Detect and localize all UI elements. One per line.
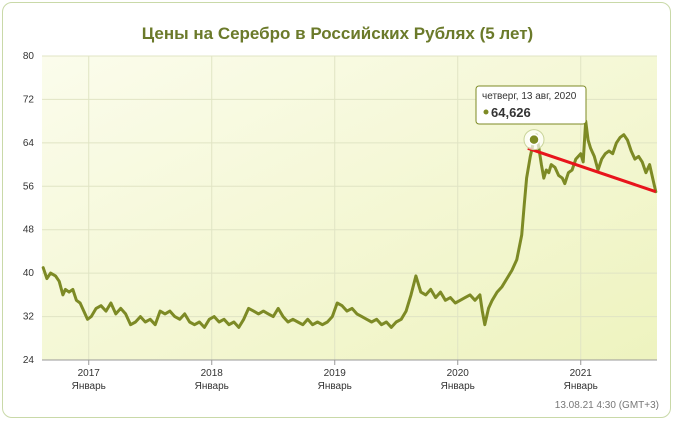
x-tick-month: Январь <box>195 381 229 392</box>
y-tick-label: 32 <box>23 312 35 323</box>
y-tick-label: 64 <box>23 138 35 149</box>
x-tick-year: 2017 <box>78 368 101 379</box>
x-tick-year: 2021 <box>570 368 593 379</box>
x-tick-month: Январь <box>318 381 352 392</box>
y-tick-label: 56 <box>23 181 35 192</box>
x-tick-year: 2018 <box>201 368 224 379</box>
chart-title: Цены на Серебро в Российских Рублях (5 л… <box>141 24 534 43</box>
timestamp: 13.08.21 4:30 (GMT+3) <box>554 400 659 411</box>
trend-line <box>527 146 657 194</box>
y-tick-label: 48 <box>23 225 35 236</box>
x-tick-month: Январь <box>441 381 475 392</box>
tooltip: четверг, 13 авг, 2020 64,626 <box>475 85 587 125</box>
y-tick-label: 24 <box>23 355 35 366</box>
x-axis: 2017 Январь 2018 Январь 2019 Январь 2020 Январь… <box>42 359 657 392</box>
y-axis: 24 32 40 48 56 64 72 80 <box>23 51 35 366</box>
x-tick-year: 2020 <box>447 368 470 379</box>
tooltip-value: 64,626 <box>491 105 531 120</box>
y-tick-label: 72 <box>23 94 35 105</box>
x-tick-month: Январь <box>72 381 106 392</box>
x-tick-month: Январь <box>564 381 598 392</box>
silver-price-line <box>41 119 658 329</box>
y-tick-label: 40 <box>23 268 35 279</box>
grid <box>42 55 657 361</box>
highlight-point[interactable] <box>528 133 540 146</box>
tooltip-bullet-icon <box>483 109 489 115</box>
y-tick-label: 80 <box>23 51 35 62</box>
x-tick-year: 2019 <box>324 368 347 379</box>
tooltip-date: четверг, 13 авг, 2020 <box>482 91 577 102</box>
